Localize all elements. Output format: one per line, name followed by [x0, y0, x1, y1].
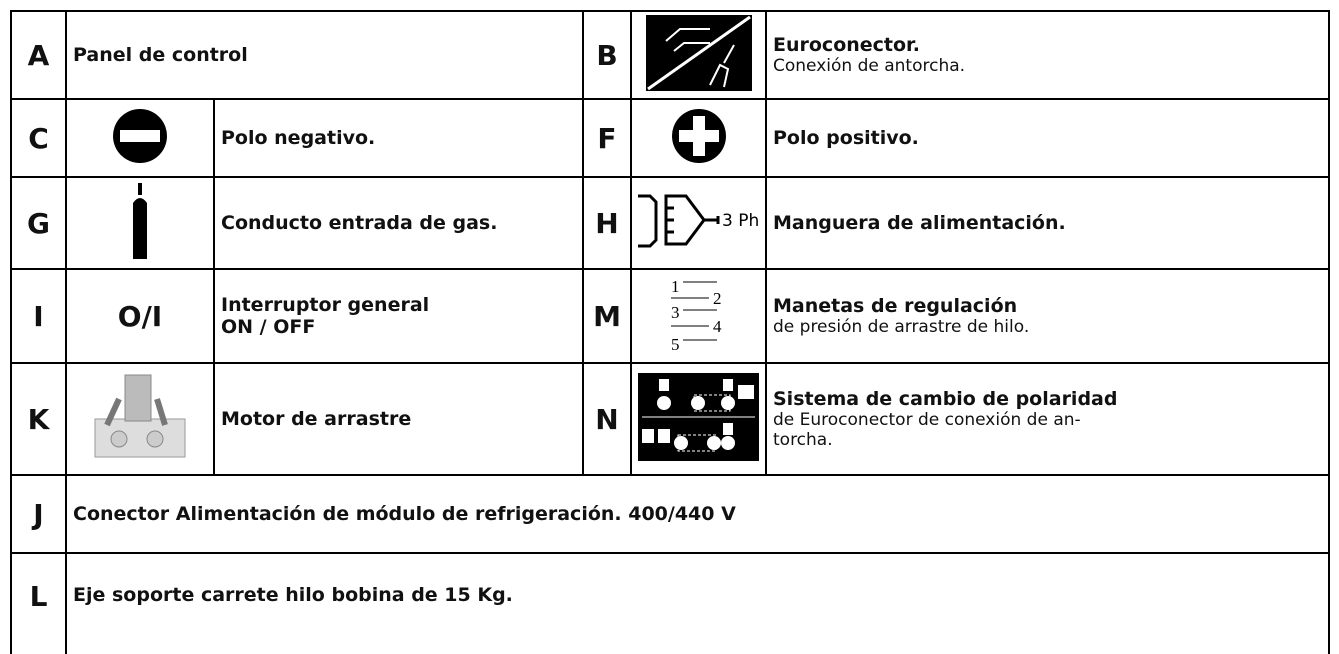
icon: 1 2 3 4 5	[630, 268, 767, 364]
icon	[65, 362, 215, 476]
plug-icon: 3 Ph	[638, 194, 759, 247]
title: Interruptor general	[221, 294, 430, 316]
letter: K	[10, 362, 67, 476]
digit: 3	[671, 303, 680, 322]
digit: 2	[713, 289, 722, 308]
letter: L	[10, 552, 67, 654]
label: Panel de control	[65, 10, 584, 100]
label: Conector Alimentación de módulo de refri…	[65, 474, 1330, 554]
label: Conducto entrada de gas.	[213, 176, 584, 270]
text: de presión de arrastre de hilo.	[773, 317, 1030, 337]
letter: C	[10, 98, 67, 178]
icon	[630, 98, 767, 178]
title: Motor de arrastre	[221, 408, 412, 430]
title: Manguera de alimentación.	[773, 212, 1066, 234]
label: Polo positivo.	[765, 98, 1330, 178]
label: Manetas de regulación de presión de arras…	[765, 268, 1330, 364]
title: Conducto entrada de gas.	[221, 212, 498, 234]
title: Manetas de regulación	[773, 295, 1018, 317]
title: Sistema de cambio de polaridad	[773, 388, 1118, 410]
torch-icon	[645, 14, 752, 91]
lever-icon: 1 2 3 4 5	[670, 277, 722, 354]
letter: B	[582, 10, 632, 100]
label: Euroconector. Conexión de antorcha.	[765, 10, 1330, 100]
icon: 3 Ph	[630, 176, 767, 270]
text: Conexión de antorcha.	[773, 56, 966, 76]
legend-table: A Panel de control B Euroconector. Conexi…	[10, 10, 1330, 654]
label: Manguera de alimentación.	[765, 176, 1330, 270]
letter: F	[582, 98, 632, 178]
letter: G	[10, 176, 67, 270]
icon-text: 3 Ph	[722, 211, 759, 231]
title: ON / OFF	[221, 316, 316, 338]
icon: O/I	[65, 268, 215, 364]
label: Sistema de cambio de polaridad de Eurocon…	[765, 362, 1330, 476]
text: torcha.	[773, 430, 833, 450]
icon	[65, 176, 215, 270]
title: Polo negativo.	[221, 127, 376, 149]
label: Motor de arrastre	[213, 362, 584, 476]
title: Polo positivo.	[773, 127, 919, 149]
label: Interruptor general ON / OFF	[213, 268, 584, 364]
title: Euroconector.	[773, 34, 920, 56]
icon	[630, 362, 767, 476]
icon	[65, 98, 215, 178]
gas-icon	[133, 182, 147, 259]
letter: M	[582, 268, 632, 364]
digit: 5	[671, 335, 680, 354]
text: de Euroconector de conexión de an-	[773, 410, 1081, 430]
minus-icon	[113, 108, 167, 163]
letter: N	[582, 362, 632, 476]
icon	[630, 10, 767, 100]
title: Conector Alimentación de módulo de refri…	[73, 503, 736, 525]
digit: 1	[671, 277, 680, 296]
motor-icon	[94, 374, 186, 457]
letter: I	[10, 268, 67, 364]
title: Eje soporte carrete hilo bobina de 15 Kg…	[73, 584, 513, 606]
letter: H	[582, 176, 632, 270]
plus-icon	[671, 108, 726, 163]
digit: 4	[713, 317, 722, 336]
polarity-icon	[638, 372, 759, 461]
label: Eje soporte carrete hilo bobina de 15 Kg…	[65, 552, 1330, 654]
label: Polo negativo.	[213, 98, 584, 178]
letter: A	[10, 10, 67, 100]
title: Panel de control	[73, 44, 248, 66]
letter: J	[10, 474, 67, 554]
